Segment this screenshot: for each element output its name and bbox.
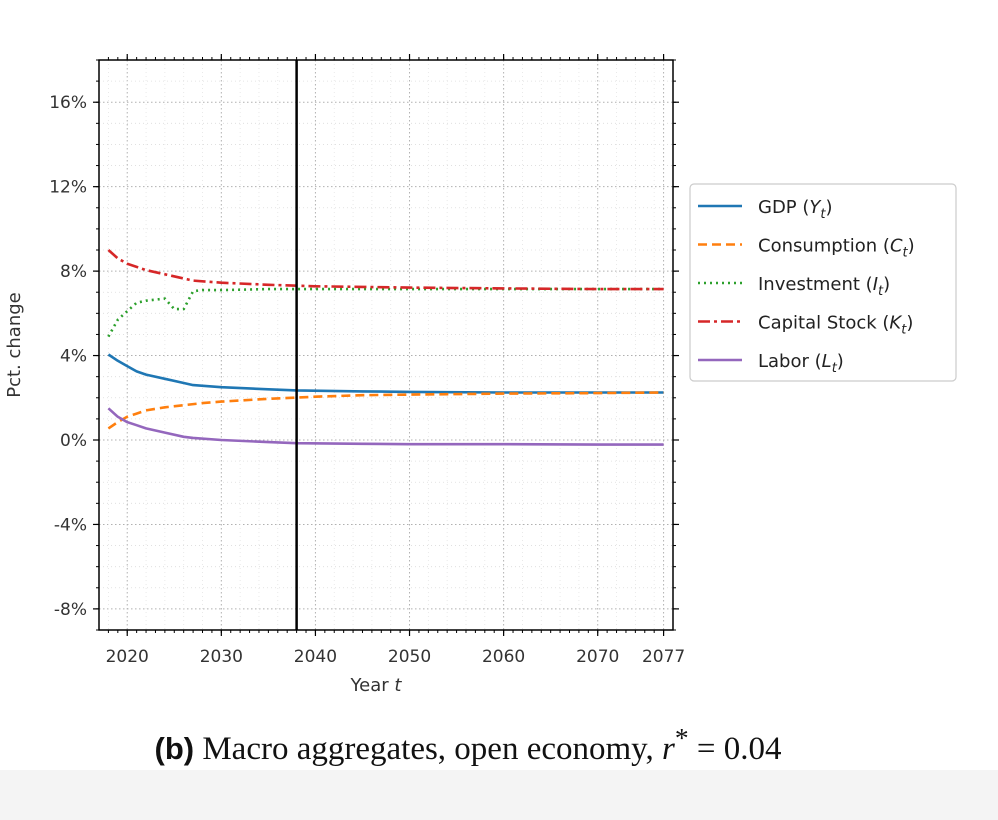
legend-label-text: Investment (: [758, 274, 873, 295]
axis-ticks: 2020 2030 2040 2050 2060 2070 2077 -8% -4% 0% 4% 8%…: [49, 54, 685, 667]
legend-label-text: Capital Stock (: [758, 313, 889, 334]
y-tick-label: 12%: [49, 178, 87, 198]
chart-figure: 2020 2030 2040 2050 2060 2070 2077 -8% -4% 0% 4% 8%…: [4, 54, 957, 696]
legend-label-sub: t: [901, 323, 907, 338]
caption-text: Macro aggregates, open economy,: [194, 731, 663, 767]
axes-frame: [98, 59, 674, 631]
series-line-4: [107, 249, 664, 291]
legend-box: [689, 183, 957, 382]
legend-label-var: L: [822, 351, 832, 372]
legend-label-sub: t: [820, 207, 826, 222]
legend-label-3: Investment (It): [758, 274, 890, 299]
series-lines: [107, 249, 664, 446]
y-tick-label: -4%: [54, 515, 87, 535]
legend-label-sub: t: [903, 246, 909, 261]
series-line-2: [107, 391, 664, 430]
legend-label-close: ): [826, 197, 833, 218]
caption-letter: (b): [154, 731, 195, 766]
caption-math-sup: *: [674, 722, 689, 753]
legend-label-2: Consumption (Ct): [758, 236, 915, 261]
x-tick-label: 2030: [200, 647, 243, 667]
legend-label-5: Labor (Lt): [758, 351, 844, 376]
legend-label-text: GDP (: [758, 197, 809, 218]
x-axis-label-word: Year: [350, 675, 395, 696]
caption-math-var: r: [662, 731, 675, 767]
legend-label-sub: t: [878, 284, 884, 299]
x-axis-label-var: t: [394, 675, 402, 696]
legend-label-var: K: [889, 313, 902, 334]
series-line-5: [107, 407, 664, 446]
y-tick-label: -8%: [54, 600, 87, 620]
x-axis-label: Year t: [350, 675, 403, 696]
minor-ticks: [96, 57, 676, 633]
legend: GDP (Yt)Consumption (Ct)Investment (It)C…: [689, 183, 957, 382]
grid-lines: [99, 59, 673, 631]
y-tick-label: 8%: [60, 262, 87, 282]
y-axis-label: Pct. change: [4, 292, 25, 398]
legend-label-text: Labor (: [758, 351, 822, 372]
legend-label-sub: t: [832, 361, 838, 376]
x-tick-label: 2050: [388, 647, 431, 667]
legend-label-close: ): [908, 236, 915, 257]
legend-label-text: Consumption (: [758, 236, 890, 257]
x-tick-label: 2060: [482, 647, 525, 667]
legend-label-var: I: [873, 274, 878, 295]
legend-label-var: Y: [809, 197, 822, 218]
legend-label-var: C: [890, 236, 903, 257]
legend-label-close: ): [837, 351, 844, 372]
x-tick-label: 2077: [642, 647, 685, 667]
figure-caption: (b) Macro aggregates, open economy, r* =…: [0, 722, 936, 768]
x-tick-label: 2070: [576, 647, 619, 667]
series-line-3: [107, 287, 664, 338]
legend-label-close: ): [883, 274, 890, 295]
x-tick-label: 2020: [106, 647, 149, 667]
footer-band: [0, 770, 998, 820]
legend-label-1: GDP (Yt): [758, 197, 833, 222]
y-tick-label: 4%: [60, 347, 87, 367]
caption-math-rest: = 0.04: [688, 731, 782, 767]
legend-label-close: ): [906, 313, 913, 334]
y-tick-label: 0%: [60, 431, 87, 451]
y-tick-label: 16%: [49, 93, 87, 113]
legend-label-4: Capital Stock (Kt): [758, 313, 913, 338]
x-tick-label: 2040: [294, 647, 337, 667]
series-line-1: [107, 353, 664, 394]
